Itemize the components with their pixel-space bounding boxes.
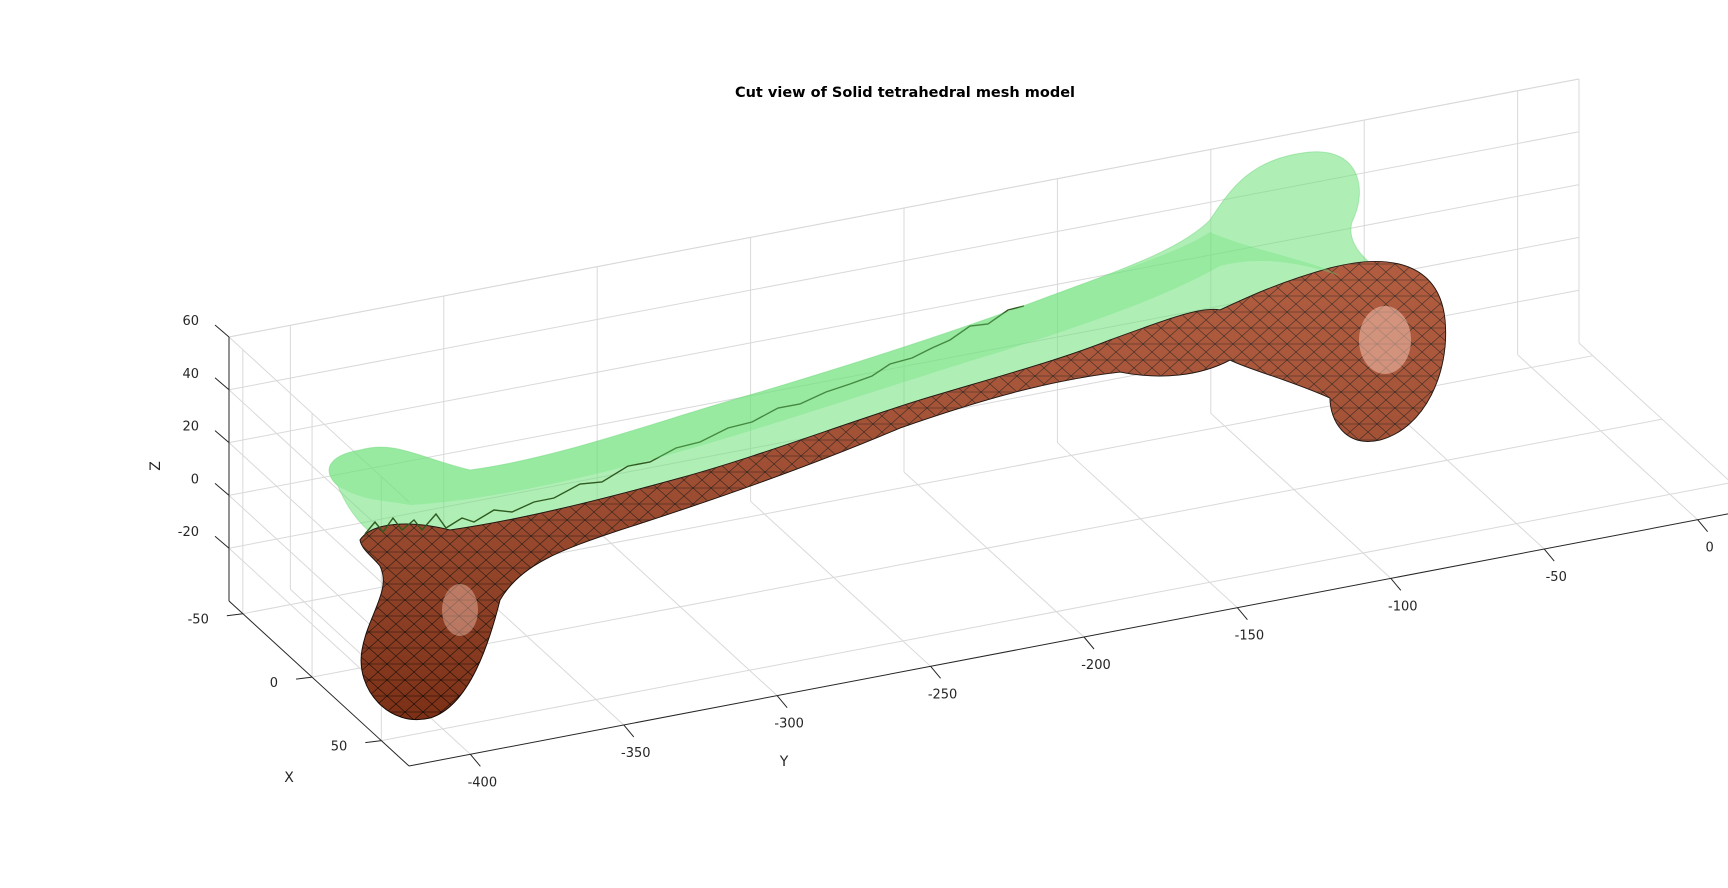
grid-line xyxy=(1517,354,1698,521)
z-axis-label: Z xyxy=(148,461,164,471)
z-tick-mark xyxy=(214,430,230,443)
z-tick-mark xyxy=(214,483,230,496)
grid-line xyxy=(903,471,1085,638)
z-tick-mark xyxy=(214,377,230,391)
outer-surface-front xyxy=(329,232,1340,505)
y-tick-mark xyxy=(930,665,941,679)
y-tick-label: -350 xyxy=(621,746,651,761)
x-tick-label: 0 xyxy=(270,676,278,691)
z-tick-label: 60 xyxy=(182,314,199,329)
x-axis-line xyxy=(228,600,410,767)
grid-line xyxy=(228,184,1580,444)
grid-line xyxy=(381,482,1728,742)
y-tick-mark xyxy=(623,724,635,738)
x-tick-mark xyxy=(226,613,243,617)
chart-title: Cut view of Solid tetrahedral mesh model xyxy=(735,85,1075,101)
z-tick-label: 20 xyxy=(182,420,199,435)
z-tick-label: 0 xyxy=(191,472,199,487)
y-tick-labels: -400 -350 -300 -250 -200 -150 -100 -50 0 xyxy=(468,541,1714,791)
box-edge xyxy=(228,78,1580,338)
x-tick-labels: -50 0 50 xyxy=(188,613,348,755)
y-tick-label: -200 xyxy=(1081,658,1111,673)
y-tick-label: -150 xyxy=(1235,629,1265,644)
grid-line xyxy=(228,442,410,608)
grid-line xyxy=(1057,442,1238,609)
y-axis-line xyxy=(408,513,1728,767)
grid-line xyxy=(596,530,778,697)
cut-mesh-shading xyxy=(360,261,1446,720)
femoral-head-highlight xyxy=(1359,306,1411,374)
y-tick-mark xyxy=(1390,578,1402,591)
z-tick-mark xyxy=(214,535,230,549)
z-tick-mark xyxy=(214,324,230,338)
y-tick-label: -400 xyxy=(468,775,498,790)
x-tick-mark xyxy=(296,676,313,680)
y-tick-label: -300 xyxy=(774,717,804,732)
y-tick-label: -50 xyxy=(1546,570,1567,585)
x-tick-label: -50 xyxy=(188,613,209,628)
z-tick-labels: 60 40 20 0 -20 xyxy=(178,314,199,540)
y-tick-label: -250 xyxy=(928,687,958,702)
y-tick-mark xyxy=(1543,548,1555,562)
y-axis-label: Y xyxy=(779,754,789,770)
z-tick-label: -20 xyxy=(178,525,199,540)
x-tick-mark xyxy=(365,740,382,744)
grid-line xyxy=(311,418,1663,678)
condyle-highlight xyxy=(442,584,478,636)
grid-line xyxy=(1210,412,1392,579)
y-tick-label: -100 xyxy=(1388,599,1418,614)
y-tick-mark xyxy=(1083,636,1095,650)
x-tick-label: 50 xyxy=(331,740,348,755)
axis-lines xyxy=(214,324,1728,767)
y-tick-mark xyxy=(1697,519,1709,533)
y-tick-mark xyxy=(776,695,788,708)
box-edge xyxy=(1578,342,1728,481)
y-tick-mark xyxy=(1237,607,1248,621)
grid-line xyxy=(750,500,931,667)
cut-edge-jagged xyxy=(364,305,1025,535)
y-tick-mark xyxy=(469,753,481,767)
y-tick-label: 0 xyxy=(1705,541,1713,556)
x-axis-label: X xyxy=(284,770,294,786)
z-tick-label: 40 xyxy=(182,367,199,382)
